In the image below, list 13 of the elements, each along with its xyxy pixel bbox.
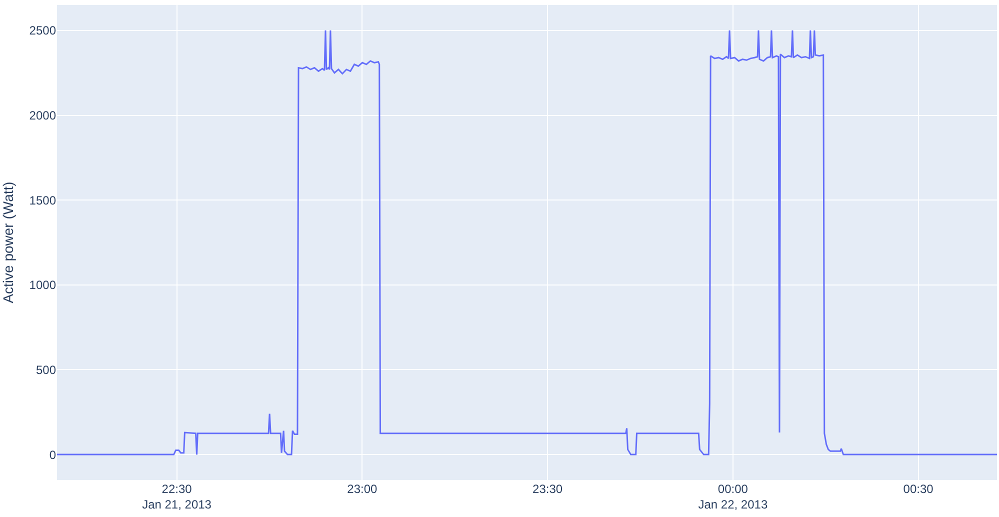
x-tick-label: 23:00 bbox=[347, 482, 378, 496]
y-tick-label: 500 bbox=[36, 362, 56, 377]
line-series bbox=[57, 30, 997, 456]
y-tick-label: 2000 bbox=[29, 108, 56, 122]
x-tick-label: 00:30 bbox=[903, 482, 934, 496]
x-tick-label: 23:30 bbox=[532, 482, 563, 496]
y-tick-label: 1500 bbox=[29, 193, 56, 208]
y-tick-label: 1000 bbox=[29, 278, 56, 292]
y-tick-label: 2500 bbox=[29, 24, 56, 38]
y-axis-title: Active power (Watt) bbox=[0, 182, 16, 304]
x-tick-label: 00:00 Jan 22, 2013 bbox=[698, 482, 768, 512]
x-tick-label: 22:30 Jan 21, 2013 bbox=[142, 482, 212, 512]
y-tick-label: 0 bbox=[49, 448, 56, 462]
